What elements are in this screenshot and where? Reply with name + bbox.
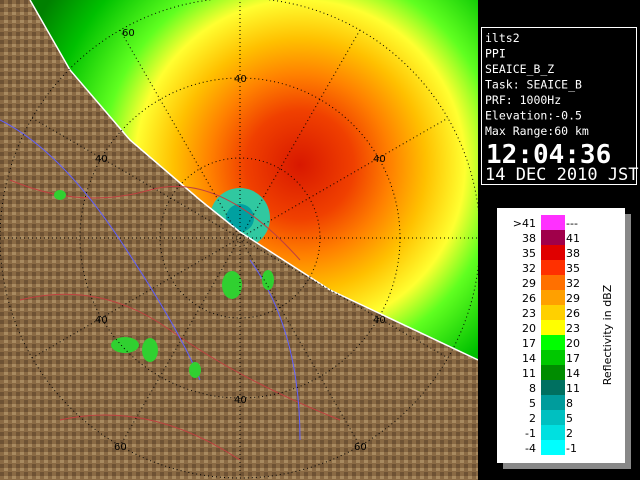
land-echoes [54, 190, 274, 378]
range-label: 40 [234, 74, 247, 85]
info-line: PPI [485, 47, 506, 61]
info-box [481, 27, 637, 185]
legend-low: 5 [529, 397, 536, 410]
info-line: PRF: 1000Hz [485, 93, 561, 107]
legend-low: 11 [522, 367, 536, 380]
legend-low: 20 [522, 322, 536, 335]
legend-high: 14 [566, 367, 580, 380]
legend-swatch [541, 260, 565, 275]
range-label: 40 [373, 315, 386, 326]
legend-low: -1 [525, 427, 536, 440]
legend-high: -1 [566, 442, 577, 455]
legend-low: 2 [529, 412, 536, 425]
legend-high: 29 [566, 292, 580, 305]
legend-swatch [541, 290, 565, 305]
legend-low: >41 [513, 217, 536, 230]
legend-title: Reflectivity in dBZ [601, 284, 614, 385]
info-line: Elevation:-0.5 [485, 109, 582, 123]
info-line: SEAICE_B_Z [485, 62, 554, 76]
range-label: 40 [234, 395, 247, 406]
legend-high: 20 [566, 337, 580, 350]
legend-low: 29 [522, 277, 536, 290]
legend-swatch [541, 245, 565, 260]
info-line: Max Range:60 km [485, 124, 589, 138]
legend-low: 17 [522, 337, 536, 350]
legend-high: --- [566, 217, 578, 230]
legend-low: 38 [522, 232, 536, 245]
legend-high: 26 [566, 307, 580, 320]
legend-low: 23 [522, 307, 536, 320]
legend-low: 26 [522, 292, 536, 305]
date: 14 DEC 2010 JST [485, 165, 639, 185]
legend-high: 35 [566, 262, 580, 275]
legend-high: 11 [566, 382, 580, 395]
range-label: 40 [95, 315, 108, 326]
range-label: 60 [114, 442, 127, 453]
legend-high: 41 [566, 232, 580, 245]
info-line: ilts2 [485, 31, 520, 45]
legend: >41 --- 38 41 35 38 32 35 29 32 26 29 23 26 20 23 17 20 14… [513, 215, 580, 455]
legend-high: 38 [566, 247, 580, 260]
legend-swatch [541, 275, 565, 290]
rivers [0, 119, 301, 441]
legend-swatch [541, 350, 565, 365]
legend-swatch [541, 395, 565, 410]
legend-low: 35 [522, 247, 536, 260]
legend-low: 8 [529, 382, 536, 395]
land [0, 0, 478, 480]
legend-swatch [541, 320, 565, 335]
legend-swatch [541, 440, 565, 455]
legend-swatch [541, 230, 565, 245]
legend-swatch [541, 335, 565, 350]
legend-low: 14 [522, 352, 536, 365]
legend-high: 2 [566, 427, 573, 440]
legend-swatch [541, 425, 565, 440]
time: 12:04:36 [486, 140, 611, 170]
range-label: 60 [354, 442, 367, 453]
legend-high: 8 [566, 397, 573, 410]
info-line: Task: SEAICE_B [485, 78, 582, 92]
legend-swatch [541, 215, 565, 230]
range-rings [0, 0, 480, 478]
legend-swatch [541, 380, 565, 395]
radar-image: 60 40 40 40 40 40 40 60 60 [0, 0, 480, 480]
legend-low: -4 [525, 442, 536, 455]
legend-low: 32 [522, 262, 536, 275]
range-label: 60 [122, 28, 135, 39]
legend-swatch [541, 365, 565, 380]
legend-high: 32 [566, 277, 580, 290]
legend-swatch [541, 410, 565, 425]
legend-high: 23 [566, 322, 580, 335]
legend-high: 17 [566, 352, 580, 365]
range-label: 40 [95, 154, 108, 165]
legend-high: 5 [566, 412, 573, 425]
range-label: 40 [373, 154, 386, 165]
legend-swatch [541, 305, 565, 320]
